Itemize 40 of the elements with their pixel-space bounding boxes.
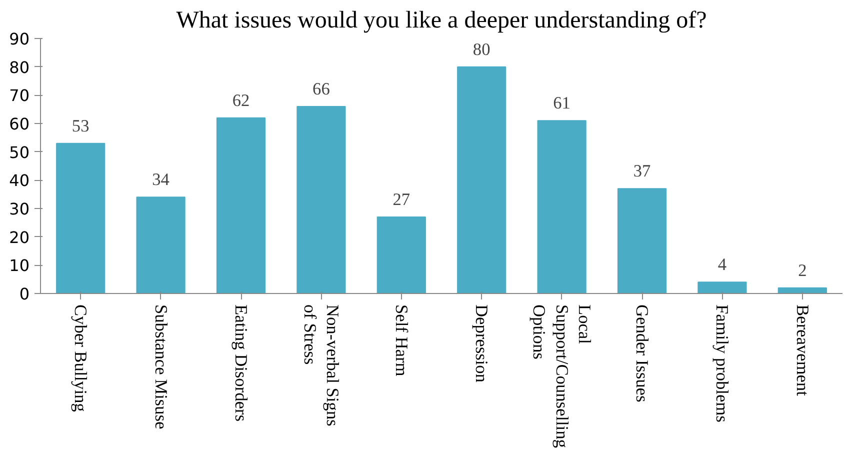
y-tick-label: 0	[19, 284, 30, 304]
data-label: 80	[472, 40, 490, 59]
y-tick-label: 80	[9, 58, 30, 77]
bar	[537, 120, 586, 294]
bar	[136, 196, 186, 294]
data-label: 27	[392, 190, 410, 209]
data-label: 34	[152, 170, 170, 190]
y-tick-label: 50	[9, 142, 30, 162]
y-tick-label: 60	[9, 114, 30, 134]
bar	[216, 117, 266, 294]
x-tick-label: Self Harm	[392, 304, 411, 377]
y-tick-label: 20	[9, 228, 30, 247]
chart-title: What issues would you like a deeper understanding of?	[176, 8, 707, 34]
data-label: 61	[553, 94, 570, 113]
x-tick-label: Substance Misuse	[151, 304, 170, 430]
bar	[698, 282, 747, 294]
x-tick-label: Bereavement	[792, 304, 812, 396]
x-tick-label: Gender Issues	[632, 304, 652, 402]
data-label: 66	[312, 80, 330, 98]
y-tick-label: 40	[9, 171, 30, 190]
y-tick-label: 30	[9, 200, 30, 218]
bar	[617, 188, 667, 294]
x-tick-label: Cyber Bullying	[71, 304, 90, 412]
x-tick-label: Non-verbal Signs of Stress	[300, 304, 342, 427]
y-tick-label: 10	[9, 256, 30, 276]
x-tick-label: Family problems	[712, 304, 732, 423]
x-tick-label: Local Support/Counselling Options	[530, 304, 594, 448]
bar	[56, 142, 106, 294]
bar	[457, 66, 506, 294]
bar	[376, 216, 426, 294]
data-label: 62	[232, 90, 250, 110]
x-tick-label: Eating Disorders	[232, 304, 250, 422]
data-label: 2	[798, 260, 807, 280]
bar	[296, 106, 346, 294]
x-tick-label: Depression	[472, 304, 492, 383]
y-tick-label: 70	[9, 86, 30, 106]
data-label: 37	[633, 162, 651, 181]
data-label: 53	[72, 116, 90, 136]
y-tick-label: 90	[9, 30, 30, 48]
data-label: 4	[718, 255, 727, 274]
